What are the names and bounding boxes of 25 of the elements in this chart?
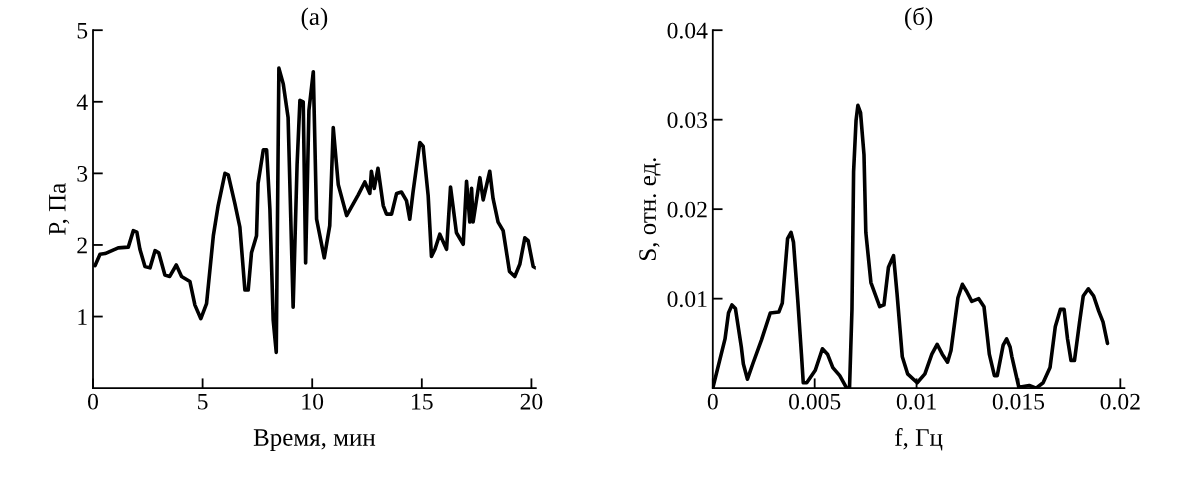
y-axis-title: P, Па — [49, 183, 70, 235]
x-tick-label: 0 — [707, 393, 718, 410]
y-tick-label: 3 — [77, 165, 88, 182]
y-tick-label: 0.03 — [667, 112, 708, 129]
x-tick-label: 15 — [412, 393, 433, 410]
y-tick-label: 5 — [77, 22, 88, 39]
x-tick-label: 20 — [520, 393, 543, 410]
x-tick-label: 0 — [88, 393, 98, 410]
y-tick-label: 0.02 — [667, 201, 707, 218]
y-tick-label: 4 — [76, 94, 88, 110]
x-tick-label: 0.015 — [992, 393, 1045, 410]
y-tick-label: 1 — [78, 309, 87, 325]
x-tick-label: 0.02 — [1100, 393, 1140, 410]
y-tick-label: 0.04 — [667, 22, 708, 39]
x-axis-title: f, Гц — [895, 428, 943, 451]
x-axis-title: Время, мин — [253, 429, 376, 451]
x-tick-label: 0.01 — [896, 393, 936, 410]
x-tick-label: 5 — [198, 393, 208, 410]
x-tick-label: 10 — [302, 393, 324, 410]
y-tick-label: 2 — [77, 237, 87, 254]
x-tick-label: 0.005 — [789, 393, 841, 410]
y-axis-title: S, отн. ед. — [639, 158, 661, 261]
chart-title: (б) — [905, 6, 933, 31]
y-tick-label: 0.01 — [667, 291, 707, 308]
chart-title: (а) — [301, 7, 328, 31]
